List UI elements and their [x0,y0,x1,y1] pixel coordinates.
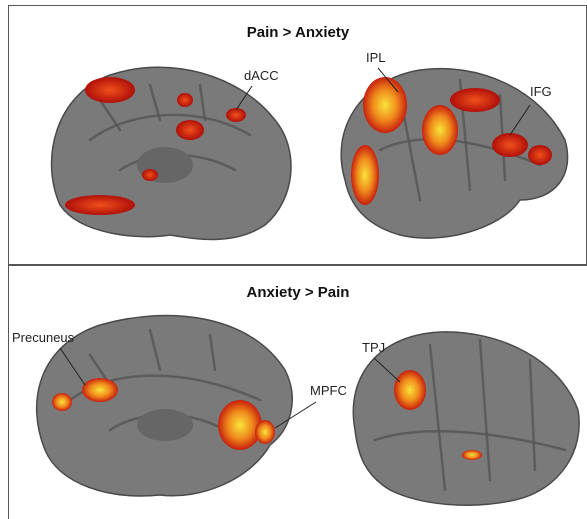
panel-title: Pain > Anxiety [247,24,350,41]
region-label: IFG [530,84,552,99]
region-label: IPL [366,50,386,65]
figure: Pain > Anxiety dACC IPL IFG Anxiety > Pa… [0,0,587,519]
region-label: TPJ [362,340,385,355]
region-label: MPFC [310,383,347,398]
region-label: Precuneus [12,330,75,345]
region-label: dACC [244,68,279,83]
panel-title: Anxiety > Pain [247,284,350,301]
